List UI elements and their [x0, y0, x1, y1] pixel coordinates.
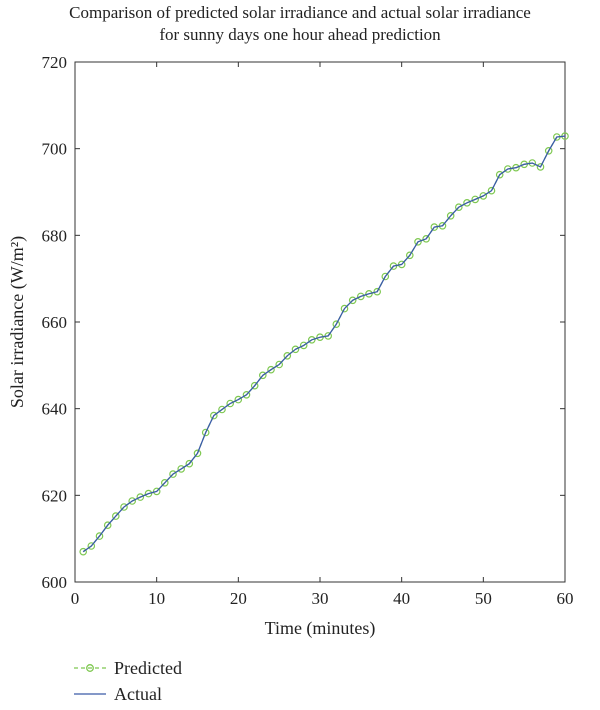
predicted-point: [258, 371, 267, 380]
predicted-point: [422, 235, 431, 243]
chart-title-line-1: Comparison of predicted solar irradiance…: [69, 3, 531, 22]
predicted-point: [405, 251, 414, 260]
x-tick-label: 50: [475, 589, 492, 608]
x-tick-label: 60: [557, 589, 574, 608]
legend-actual-label: Actual: [114, 684, 162, 704]
series-actual-line: [82, 135, 566, 553]
predicted-point: [161, 478, 169, 487]
predicted-point: [544, 147, 553, 155]
plot-area-frame: [74, 61, 566, 583]
y-tick-label: 620: [42, 486, 68, 505]
x-tick-label: 40: [393, 589, 410, 608]
predicted-point: [95, 532, 104, 540]
x-tick-label: 20: [230, 589, 247, 608]
predicted-point: [536, 163, 545, 171]
predicted-point: [185, 459, 194, 468]
predicted-point: [136, 493, 145, 501]
predicted-point: [120, 503, 128, 511]
predicted-point: [487, 186, 496, 195]
predicted-point: [414, 238, 422, 246]
predicted-point: [144, 489, 153, 498]
predicted-point: [103, 521, 112, 530]
x-axis-ticks: 0 10 20 30 40 50 60: [71, 62, 574, 608]
series-predicted-line: [82, 135, 566, 553]
predicted-point: [250, 381, 259, 390]
legend: Predicted Actual: [74, 658, 182, 704]
predicted-point: [299, 341, 308, 350]
x-tick-label: 10: [148, 589, 165, 608]
predicted-point: [267, 365, 275, 374]
predicted-point: [275, 360, 284, 369]
predicted-point: [201, 428, 210, 437]
x-tick-label: 0: [71, 589, 80, 608]
chart-title-line-2: for sunny days one hour ahead prediction: [159, 25, 441, 44]
predicted-point: [226, 399, 235, 408]
predicted-point: [454, 203, 463, 212]
predicted-point: [307, 335, 316, 344]
predicted-point: [193, 449, 202, 458]
predicted-point: [381, 272, 390, 281]
predicted-point: [446, 212, 455, 220]
y-tick-label: 680: [42, 226, 68, 245]
predicted-point: [373, 287, 382, 296]
predicted-point: [291, 345, 300, 354]
predicted-point: [177, 465, 186, 473]
x-axis-label: Time (minutes): [265, 618, 376, 639]
predicted-point: [463, 199, 471, 207]
y-tick-label: 640: [42, 400, 68, 419]
y-tick-label: 600: [42, 573, 68, 592]
y-axis-ticks: 600 620 640 660 680 700 720: [42, 53, 565, 592]
predicted-point: [332, 320, 341, 329]
predicted-point: [365, 289, 373, 298]
y-tick-label: 660: [42, 313, 68, 332]
y-tick-label: 700: [42, 140, 68, 159]
predicted-point: [87, 542, 96, 550]
predicted-point: [169, 470, 177, 478]
predicted-point: [128, 497, 137, 505]
predicted-point: [242, 390, 251, 399]
x-tick-label: 30: [312, 589, 329, 608]
predicted-point: [210, 411, 218, 420]
predicted-point: [479, 192, 488, 200]
predicted-point: [495, 170, 504, 179]
predicted-point: [340, 304, 349, 313]
predicted-point: [348, 296, 357, 305]
legend-predicted-swatch-marker: [86, 664, 94, 672]
predicted-point: [218, 405, 226, 414]
predicted-point: [112, 512, 120, 520]
y-axis-label: Solar irradiance (W/m²): [7, 236, 28, 408]
predicted-point: [471, 195, 480, 204]
predicted-point: [79, 547, 88, 556]
legend-predicted-label: Predicted: [114, 658, 182, 678]
series-layer: [79, 132, 569, 556]
predicted-point: [356, 292, 365, 301]
predicted-point: [283, 351, 292, 360]
predicted-point: [152, 487, 161, 496]
y-tick-label: 720: [42, 53, 68, 72]
predicted-point: [234, 395, 243, 404]
